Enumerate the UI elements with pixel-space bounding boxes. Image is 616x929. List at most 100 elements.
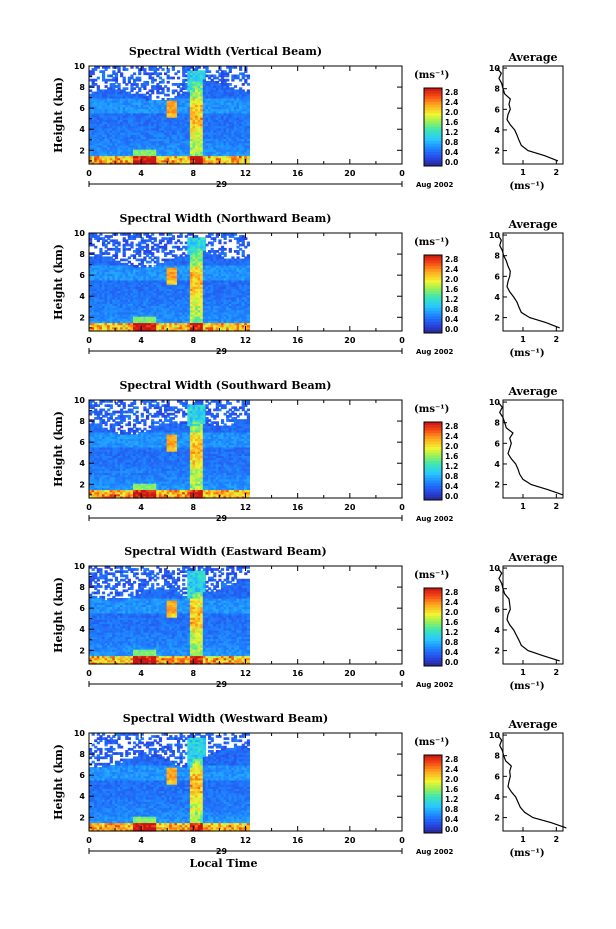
heatmap-cell xyxy=(236,146,240,150)
heatmap-cell xyxy=(192,311,196,315)
heatmap-cell xyxy=(213,87,217,91)
heatmap-cell xyxy=(233,301,238,304)
heatmap-cell xyxy=(246,140,251,144)
colorbar-swatch xyxy=(424,135,442,139)
heatmap-cell xyxy=(151,155,155,159)
heatmap-cell xyxy=(114,316,119,319)
heatmap-cell xyxy=(213,97,217,101)
heatmap-cell xyxy=(174,309,178,313)
heatmap-cell xyxy=(200,72,204,76)
heatmap-cell xyxy=(148,153,152,157)
heatmap-cell xyxy=(125,68,129,71)
heatmap-cell xyxy=(158,104,163,108)
heatmap-cell xyxy=(213,121,217,125)
heatmap-cell xyxy=(205,106,209,110)
heatmap-cell xyxy=(101,243,106,247)
heatmap-cell xyxy=(174,144,178,148)
heatmap-cell xyxy=(189,144,194,148)
heatmap-cell xyxy=(94,100,98,103)
heatmap-cell xyxy=(125,299,129,302)
heatmap-cell xyxy=(246,97,251,101)
heatmap-cell xyxy=(122,132,126,135)
y-tick-label: 8 xyxy=(79,83,85,92)
heatmap-cell xyxy=(169,250,173,253)
heatmap-cell xyxy=(132,256,137,260)
heatmap-cell xyxy=(220,324,225,328)
heatmap-cell xyxy=(171,311,175,315)
heatmap-cell xyxy=(187,153,191,157)
heatmap-cell xyxy=(226,155,230,159)
heatmap-cell xyxy=(91,121,95,125)
heatmap-cell xyxy=(132,136,137,140)
heatmap-cell xyxy=(107,252,111,255)
heatmap-cell xyxy=(223,305,227,309)
heatmap-cell xyxy=(140,83,144,86)
heatmap-cell xyxy=(228,288,232,292)
heatmap-cell xyxy=(96,66,100,69)
heatmap-cell xyxy=(246,76,251,80)
heatmap-cell xyxy=(171,104,175,108)
heatmap-cell xyxy=(223,134,227,137)
heatmap-cell xyxy=(195,100,199,103)
heatmap-cell xyxy=(223,72,227,76)
heatmap-cell xyxy=(158,127,163,131)
heatmap-cell xyxy=(140,303,144,307)
heatmap-cell xyxy=(156,140,160,144)
heatmap-cell xyxy=(220,108,225,112)
heatmap-cell xyxy=(109,267,113,270)
heatmap-cell xyxy=(202,243,207,247)
heatmap-cell xyxy=(223,157,227,161)
heatmap-cell xyxy=(200,294,204,298)
heatmap-cell xyxy=(104,303,108,307)
heatmap-cell xyxy=(189,301,194,304)
heatmap-cell xyxy=(107,102,111,105)
heatmap-cell xyxy=(117,279,121,283)
heatmap-cell xyxy=(228,87,232,91)
heatmap-cell xyxy=(236,273,240,277)
heatmap-cell xyxy=(241,97,245,101)
heatmap-cell xyxy=(166,292,170,296)
heatmap-cell xyxy=(125,106,129,110)
heatmap-cell xyxy=(109,127,113,131)
heatmap-cell xyxy=(153,247,157,251)
heatmap-cell xyxy=(228,286,232,289)
heatmap-cell xyxy=(143,146,147,150)
heatmap-cell xyxy=(179,324,183,328)
heatmap-cell xyxy=(215,313,219,317)
heatmap-cell xyxy=(143,286,147,289)
heatmap-cell xyxy=(169,144,173,148)
x-tick-label: 0 xyxy=(86,169,92,178)
heatmap-cell xyxy=(122,87,126,91)
heatmap-cell xyxy=(132,320,137,324)
heatmap-cell xyxy=(94,303,98,307)
heatmap-cell xyxy=(156,72,160,76)
heatmap-cell xyxy=(109,318,113,321)
heatmap-cell xyxy=(127,121,131,125)
heatmap-cell xyxy=(200,313,204,317)
heatmap-cell xyxy=(135,282,139,285)
heatmap-cell xyxy=(233,320,238,324)
heatmap-cell xyxy=(239,117,243,120)
heatmap-cell xyxy=(202,140,207,144)
heatmap-cell xyxy=(213,144,217,148)
heatmap-cell xyxy=(143,273,147,277)
heatmap-cell xyxy=(220,140,225,144)
heatmap-cell xyxy=(120,140,124,144)
heatmap-cell xyxy=(120,138,124,142)
heatmap-cell xyxy=(169,239,173,243)
heatmap-cell xyxy=(130,264,134,268)
heatmap-cell xyxy=(164,132,168,135)
heatmap-cell xyxy=(138,78,142,82)
heatmap-cell xyxy=(140,284,144,287)
heatmap-cell xyxy=(231,125,235,129)
heatmap-cell xyxy=(138,307,142,311)
heatmap-cell xyxy=(135,121,139,125)
heatmap-cell xyxy=(114,121,119,125)
heatmap-cell xyxy=(107,284,111,287)
heatmap-cell xyxy=(200,127,204,131)
heatmap-cell xyxy=(164,153,168,157)
heatmap-cell xyxy=(200,129,204,133)
heatmap-cell xyxy=(215,311,219,315)
heatmap-cell xyxy=(244,102,248,105)
heatmap-cell xyxy=(158,282,163,285)
